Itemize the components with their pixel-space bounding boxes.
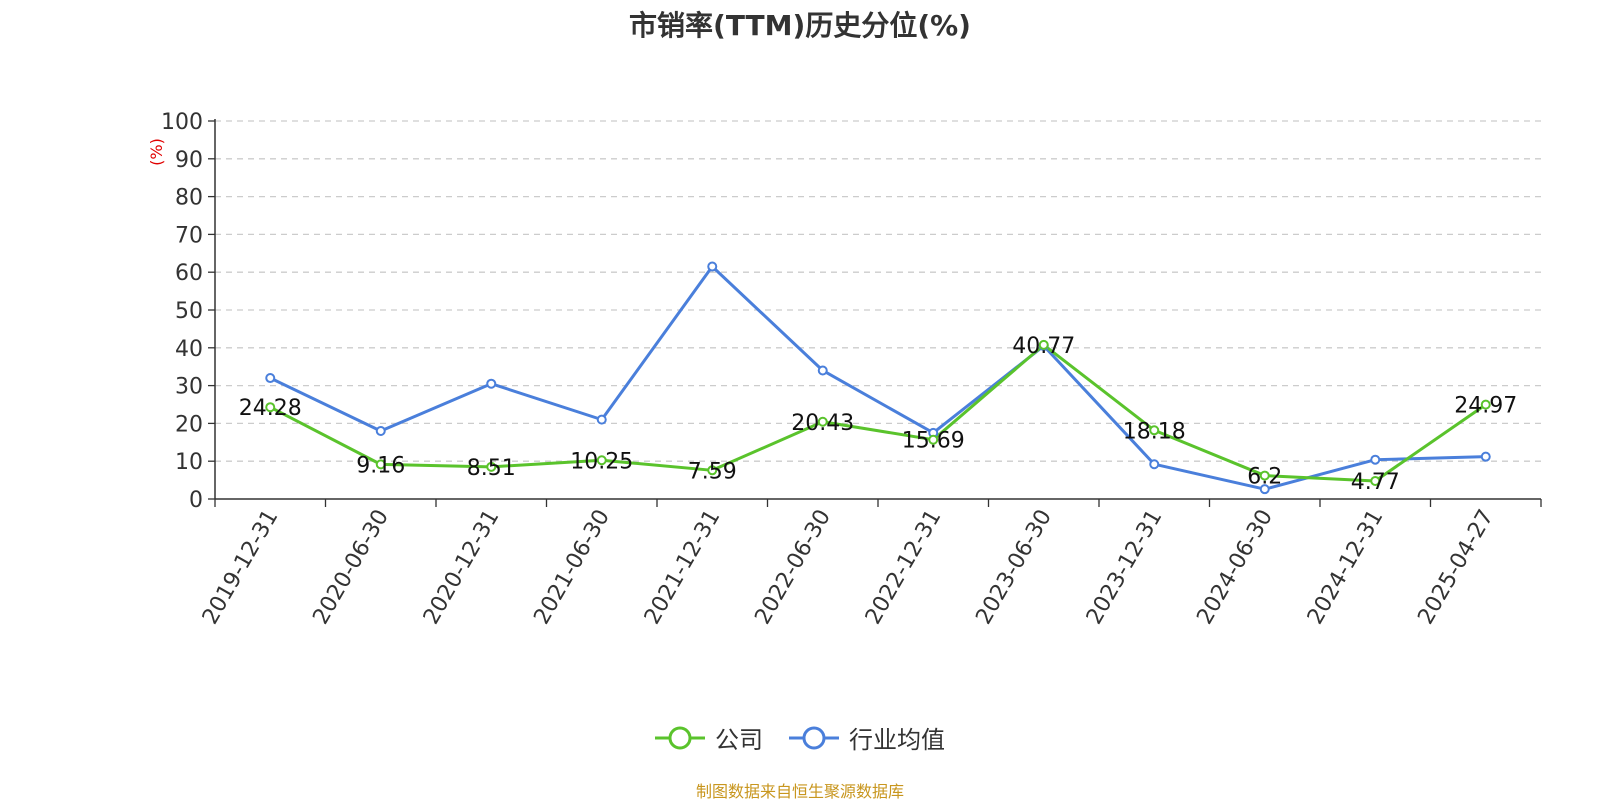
company-point bbox=[1480, 399, 1491, 410]
industry-point bbox=[707, 261, 718, 272]
data-label: 24.97 bbox=[1454, 394, 1517, 419]
y-tick-label: 100 bbox=[161, 110, 203, 135]
y-tick-label: 10 bbox=[175, 450, 203, 475]
data-label: 15.69 bbox=[902, 429, 965, 454]
series-group bbox=[265, 261, 1491, 495]
industry-point bbox=[1480, 451, 1491, 462]
industry-line bbox=[269, 265, 1486, 491]
legend-company-marker-icon bbox=[655, 726, 705, 749]
x-tick-label: 2021-12-31 bbox=[640, 506, 726, 629]
data-label: 24.28 bbox=[239, 396, 302, 421]
x-tick-label: 2023-06-30 bbox=[971, 506, 1057, 629]
x-tick-label: 2019-12-31 bbox=[198, 506, 284, 629]
x-tick-label: 2022-12-31 bbox=[861, 506, 947, 629]
legend-industry-marker-icon bbox=[789, 726, 839, 749]
axes bbox=[214, 119, 1541, 500]
legend-company-label: 公司 bbox=[715, 726, 763, 754]
y-tick-label: 20 bbox=[175, 412, 203, 437]
data-label: 18.18 bbox=[1123, 419, 1186, 444]
x-tick-label: 2025-04-27 bbox=[1413, 506, 1499, 629]
y-axis-ticks: 0 10 20 30 40 50 60 70 80 90 100 bbox=[161, 110, 215, 513]
data-label: 4.77 bbox=[1351, 470, 1400, 495]
y-axis-label: (%) bbox=[147, 138, 166, 166]
grid-lines bbox=[215, 120, 1541, 462]
legend-item-industry[interactable]: 行业均值 bbox=[789, 720, 945, 755]
data-label: 20.43 bbox=[791, 411, 854, 436]
x-tick-label: 2024-12-31 bbox=[1303, 506, 1389, 629]
x-tick-label: 2024-06-30 bbox=[1192, 506, 1278, 629]
y-tick-label: 30 bbox=[175, 375, 203, 400]
industry-point bbox=[375, 425, 386, 436]
line-chart: 0 10 20 30 40 50 60 70 80 90 100 2019-12-31 2020-06… bbox=[147, 110, 1542, 629]
company-line bbox=[269, 343, 1487, 483]
source-note: 制图数据来自恒生聚源数据库 bbox=[695, 782, 904, 801]
y-tick-label: 70 bbox=[175, 223, 203, 248]
x-tick-label: 2023-12-31 bbox=[1082, 506, 1168, 629]
industry-point bbox=[596, 414, 607, 425]
x-axis-ticks: 2019-12-31 2020-06-30 2020-12-31 2021-06-30… bbox=[198, 499, 1542, 629]
legend-industry-label: 行业均值 bbox=[849, 726, 945, 754]
chart-title: 市销率(TTM)历史分位(%) bbox=[629, 9, 971, 42]
legend: 公司 行业均值 bbox=[0, 720, 1600, 755]
y-tick-label: 90 bbox=[175, 148, 203, 173]
data-label: 8.51 bbox=[467, 456, 516, 481]
company-point bbox=[1370, 475, 1381, 486]
industry-point bbox=[1370, 454, 1381, 465]
data-label: 40.77 bbox=[1012, 334, 1075, 359]
x-tick-label: 2020-12-31 bbox=[419, 506, 505, 629]
y-tick-label: 80 bbox=[175, 186, 203, 211]
company-point bbox=[1038, 339, 1049, 350]
y-tick-label: 50 bbox=[175, 299, 203, 324]
industry-point bbox=[817, 365, 828, 376]
x-tick-label: 2020-06-30 bbox=[308, 506, 394, 629]
y-tick-label: 0 bbox=[189, 488, 203, 513]
x-tick-label: 2022-06-30 bbox=[750, 506, 836, 629]
y-tick-label: 40 bbox=[175, 337, 203, 362]
data-label: 10.25 bbox=[570, 449, 633, 474]
data-label: 6.2 bbox=[1247, 465, 1282, 490]
data-label: 9.16 bbox=[356, 453, 405, 478]
industry-point bbox=[1259, 484, 1270, 495]
company-point bbox=[707, 465, 718, 476]
x-tick-label: 2021-06-30 bbox=[529, 506, 615, 629]
industry-point bbox=[486, 378, 497, 389]
company-point bbox=[817, 416, 828, 427]
data-labels: 24.28 9.16 8.51 10.25 7.59 20.43 15.69 40.77 18.… bbox=[239, 334, 1517, 495]
company-point bbox=[596, 455, 607, 466]
y-tick-label: 60 bbox=[175, 261, 203, 286]
legend-item-company[interactable]: 公司 bbox=[655, 720, 763, 755]
company-point bbox=[486, 461, 497, 472]
industry-point bbox=[265, 373, 276, 384]
company-point bbox=[375, 459, 386, 470]
industry-point bbox=[1149, 459, 1160, 470]
company-point bbox=[1149, 425, 1160, 436]
data-label: 7.59 bbox=[688, 459, 737, 484]
company-point bbox=[1259, 470, 1270, 481]
company-point bbox=[265, 402, 276, 413]
company-point bbox=[928, 434, 939, 445]
